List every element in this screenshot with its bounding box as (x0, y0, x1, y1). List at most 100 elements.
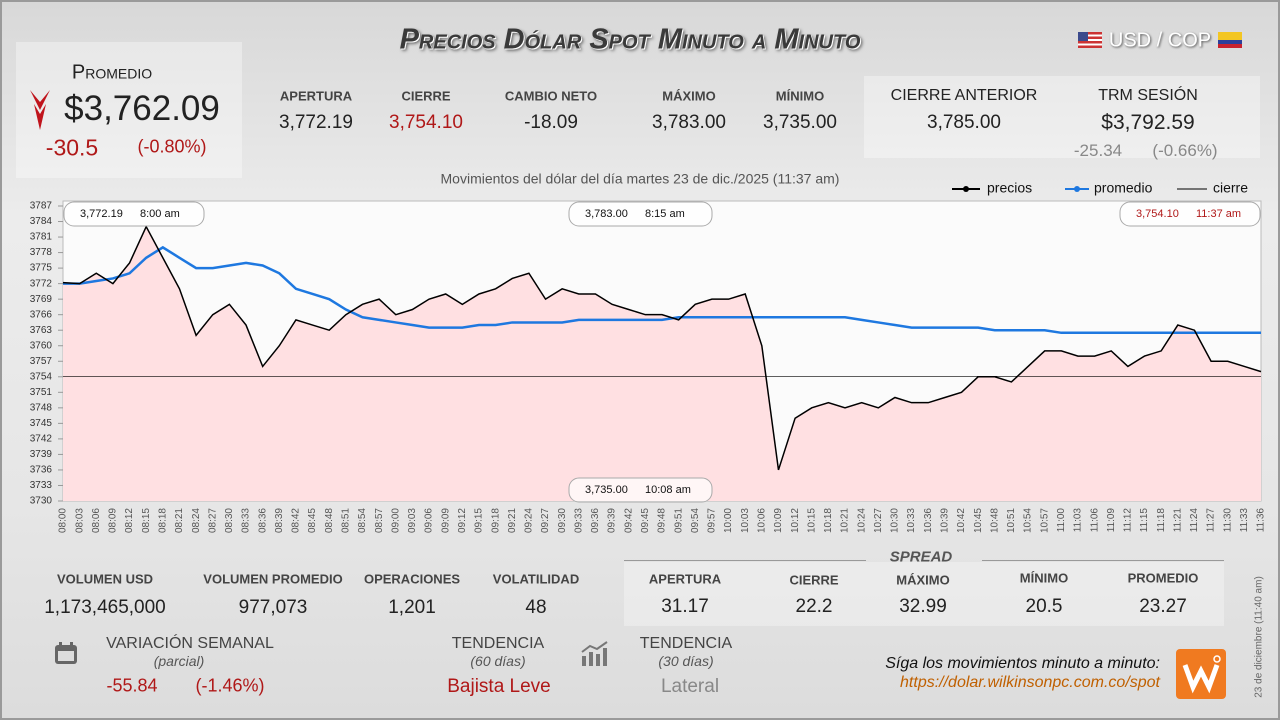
x-tick-label: 09:03 (407, 508, 418, 533)
x-tick-label: 10:09 (773, 508, 784, 533)
session-label: APERTURA (279, 88, 353, 104)
trend30-label: TENDENCIA (639, 635, 733, 652)
x-tick-label: 08:18 (157, 508, 168, 533)
x-tick-label: 10:57 (1039, 508, 1050, 533)
spread-label: CIERRE (789, 572, 839, 588)
co-flag (1218, 32, 1242, 48)
x-tick-label: 11:30 (1222, 508, 1233, 533)
x-tick-label: 08:54 (357, 508, 368, 533)
stat-value: 977,073 (238, 597, 308, 618)
annotation-box (568, 201, 713, 227)
trend30-note: (30 días) (658, 653, 714, 669)
footer-text: Síga los movimientos minuto a minuto: (885, 655, 1160, 672)
x-tick-label: 11:06 (1089, 508, 1100, 533)
x-tick-label: 11:18 (1156, 508, 1167, 533)
session-label: CAMBIO NETO (504, 88, 598, 104)
x-tick-label: 08:15 (141, 508, 152, 533)
x-tick-label: 08:24 (191, 508, 202, 533)
x-tick-label: 10:54 (1023, 508, 1034, 533)
trend60-note: (60 días) (470, 653, 526, 669)
trend60-value: Bajista Leve (447, 676, 551, 697)
promedio-change: -30.5 (45, 134, 99, 161)
x-tick-label: 10:18 (823, 508, 834, 533)
x-tick-label: 08:09 (108, 508, 119, 533)
session-value: 3,735.00 (763, 112, 837, 133)
x-tick-label: 08:27 (207, 508, 218, 533)
x-tick-label: 08:45 (307, 508, 318, 533)
trm-value: $3,792.59 (1101, 111, 1195, 134)
x-tick-label: 10:30 (890, 508, 901, 533)
series-line (62, 225, 1262, 471)
down-arrow (30, 90, 50, 130)
spread-value: 20.5 (1025, 596, 1063, 617)
y-tick-label: 3730 (30, 496, 53, 507)
annotation-box (63, 201, 205, 227)
annotation-price: 3,772.19 (80, 208, 123, 220)
previous-box (864, 76, 1260, 158)
stat-value: 1,173,465,000 (44, 597, 166, 618)
x-tick-label: 09:06 (424, 508, 435, 533)
price-area (63, 226, 1261, 501)
promedio-value: $3,762.09 (64, 89, 220, 128)
x-tick-label: 08:03 (74, 508, 85, 533)
annotation-time: 8:00 am (140, 208, 180, 220)
y-tick-label: 3772 (30, 278, 53, 289)
x-tick-label: 10:39 (940, 508, 951, 533)
legend-dot (963, 186, 969, 192)
page-title: Precios Dólar Spot Minuto a Minuto (399, 23, 861, 56)
x-tick-label: 09:09 (440, 508, 451, 533)
x-tick-label: 09:12 (457, 508, 468, 533)
x-tick-label: 09:51 (673, 508, 684, 533)
x-tick-label: 08:42 (291, 508, 302, 533)
y-tick-label: 3757 (30, 356, 53, 367)
x-tick-label: 08:30 (224, 508, 235, 533)
annotation-time: 11:37 am (1196, 208, 1241, 220)
x-tick-label: 08:00 (58, 508, 69, 533)
weekly-note: (parcial) (153, 653, 205, 669)
x-tick-label: 09:54 (690, 508, 701, 533)
x-tick-label: 10:27 (873, 508, 884, 533)
annotation-time: 10:08 am (645, 484, 691, 496)
x-tick-label: 11:12 (1123, 508, 1134, 533)
legend-label: cierre (1213, 180, 1248, 196)
weekly-change-pct: (-1.46%) (195, 675, 265, 696)
x-tick-label: 09:00 (390, 508, 401, 533)
timestamp: 23 de diciembre (11:40 am) (1253, 576, 1265, 698)
session-value: -18.09 (524, 112, 578, 133)
x-tick-label: 09:48 (657, 508, 668, 533)
session-label: MÍNIMO (775, 88, 825, 104)
y-tick-label: 3736 (30, 465, 53, 476)
footer-url[interactable]: https://dolar.wilkinsonpc.com.co/spot (900, 674, 1160, 691)
x-tick-label: 10:15 (806, 508, 817, 533)
x-tick-label: 09:57 (707, 508, 718, 533)
x-tick-label: 09:18 (490, 508, 501, 533)
chart-title: Movimientos del dólar del día martes 23 … (441, 171, 840, 187)
legend-dot (1074, 186, 1080, 192)
x-tick-label: 11:33 (1239, 508, 1250, 533)
x-tick-label: 09:33 (573, 508, 584, 533)
y-tick-label: 3751 (30, 387, 53, 398)
previous-value: 3,785.00 (927, 112, 1001, 133)
session-value: 3,783.00 (652, 112, 726, 133)
legend-label: precios (987, 180, 1032, 196)
x-tick-label: 10:03 (740, 508, 751, 533)
x-tick-label: 10:51 (1006, 508, 1017, 533)
spread-title: SPREAD (889, 548, 953, 566)
x-tick-label: 08:39 (274, 508, 285, 533)
promedio-change-pct: (-0.80%) (137, 136, 207, 157)
us-flag (1078, 32, 1102, 48)
y-tick-label: 3742 (30, 434, 53, 445)
promedio-box (16, 42, 242, 178)
stat-label: VOLUMEN USD (56, 571, 154, 587)
x-tick-label: 11:15 (1139, 508, 1150, 533)
x-tick-label: 11:24 (1189, 508, 1200, 533)
x-tick-label: 08:48 (324, 508, 335, 533)
x-tick-label: 08:51 (341, 508, 352, 533)
x-tick-label: 09:39 (607, 508, 618, 533)
spread-label: MÍNIMO (1019, 570, 1069, 586)
y-tick-label: 3748 (30, 402, 53, 413)
x-tick-label: 10:48 (989, 508, 1000, 533)
x-tick-label: 09:24 (524, 508, 535, 533)
x-tick-label: 11:00 (1056, 508, 1067, 533)
spread-label: PROMEDIO (1127, 570, 1199, 586)
